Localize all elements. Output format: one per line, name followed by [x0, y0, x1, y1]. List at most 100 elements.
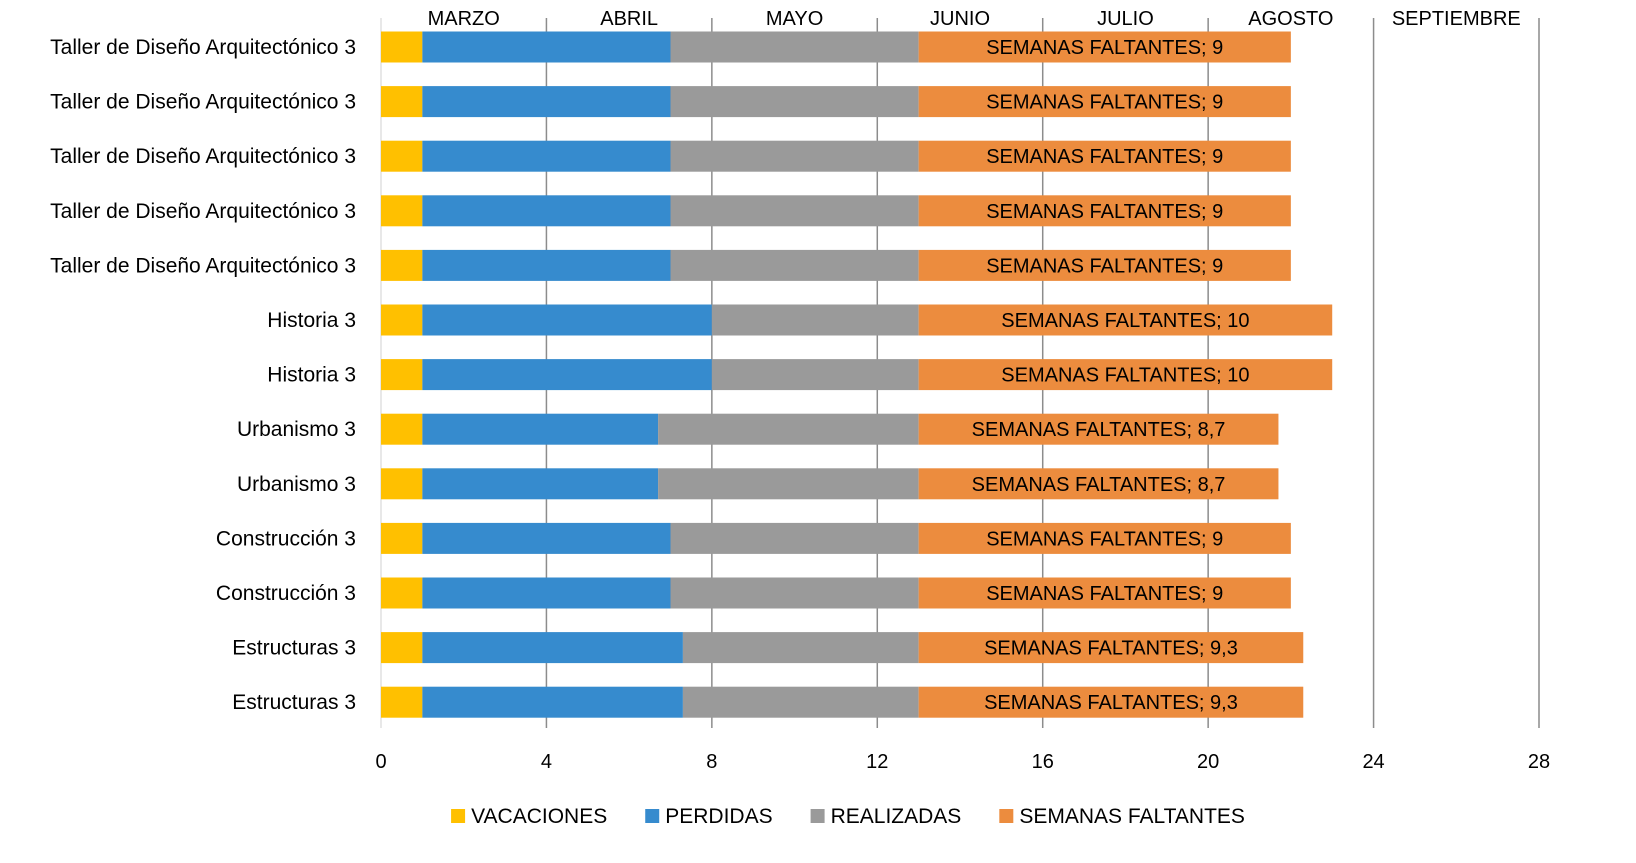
bar-semanas-faltantes-row-2: [918, 140, 1291, 172]
bar-perdidas-row-3: [422, 195, 671, 227]
data-label-row-12: SEMANAS FALTANTES; 9,3: [984, 692, 1238, 714]
data-label-row-1: SEMANAS FALTANTES; 9: [986, 92, 1223, 114]
bar-realizadas-row-6: [711, 359, 919, 391]
bar-vacaciones-row-11: [381, 632, 423, 664]
bar-vacaciones-row-7: [381, 413, 423, 445]
category-label-row-4: Taller de Diseño Arquitectónico 3: [50, 254, 356, 277]
bar-semanas-faltantes-row-0: [918, 31, 1291, 63]
bar-realizadas-row-0: [670, 31, 919, 63]
category-label-row-11: Estructuras 3: [232, 637, 356, 660]
data-label-row-4: SEMANAS FALTANTES; 9: [986, 255, 1223, 277]
category-label-row-2: Taller de Diseño Arquitectónico 3: [50, 145, 356, 168]
bar-vacaciones-row-1: [381, 86, 423, 118]
month-label-mayo: MAYO: [766, 8, 823, 30]
bar-semanas-faltantes-row-12: [918, 686, 1304, 718]
legend-label-semanas-faltantes: SEMANAS FALTANTES: [1019, 805, 1245, 828]
month-label-septiembre: SEPTIEMBRE: [1392, 8, 1521, 30]
bar-realizadas-row-12: [682, 686, 919, 718]
month-labels: MARZO ABRIL MAYO JUNIO JULIO AGOSTO SEPTIEMBRE: [428, 8, 1521, 30]
data-label-row-11: SEMANAS FALTANTES; 9,3: [984, 638, 1238, 660]
month-label-marzo: MARZO: [428, 8, 500, 30]
bar-perdidas-row-6: [422, 359, 712, 391]
month-label-abril: ABRIL: [600, 8, 658, 30]
bar-semanas-faltantes-row-10: [918, 577, 1291, 609]
legend-swatch-vacaciones: [451, 809, 466, 823]
bar-perdidas-row-2: [422, 140, 671, 172]
month-label-agosto: AGOSTO: [1248, 8, 1333, 30]
month-label-julio: JULIO: [1097, 8, 1154, 30]
bar-semanas-faltantes-row-1: [918, 86, 1291, 118]
category-label-row-7: Urbanismo 3: [237, 418, 356, 441]
bar-perdidas-row-12: [422, 686, 683, 718]
category-label-row-0: Taller de Diseño Arquitectónico 3: [50, 36, 356, 59]
legend-swatch-realizadas: [810, 809, 825, 823]
legend-label-vacaciones: VACACIONES: [471, 805, 607, 828]
bar-semanas-faltantes-row-3: [918, 195, 1291, 227]
bar-perdidas-row-10: [422, 577, 671, 609]
category-label-row-5: Historia 3: [267, 309, 356, 332]
category-label-row-1: Taller de Diseño Arquitectónico 3: [50, 91, 356, 114]
bar-realizadas-row-3: [670, 195, 919, 227]
legend: VACACIONES PERDIDAS REALIZADAS SEMANAS FALT…: [451, 805, 1245, 828]
bar-realizadas-row-4: [670, 249, 919, 281]
x-tick-label-0: 0: [375, 751, 386, 773]
bar-semanas-faltantes-row-8: [918, 468, 1279, 500]
bar-perdidas-row-1: [422, 86, 671, 118]
data-label-row-10: SEMANAS FALTANTES; 9: [986, 583, 1223, 605]
data-labels: SEMANAS FALTANTES; 9 SEMANAS FALTANTES; 9…: [972, 37, 1250, 714]
x-tick-label-8: 8: [706, 751, 717, 773]
data-label-row-2: SEMANAS FALTANTES; 9: [986, 146, 1223, 168]
category-label-row-9: Construcción 3: [216, 527, 356, 550]
bar-vacaciones-row-10: [381, 577, 423, 609]
data-label-row-0: SEMANAS FALTANTES; 9: [986, 37, 1223, 59]
bar-realizadas-row-5: [711, 304, 919, 336]
legend-swatch-perdidas: [645, 809, 660, 823]
x-tick-label-28: 28: [1528, 751, 1550, 773]
bar-vacaciones-row-9: [381, 522, 423, 554]
data-label-row-6: SEMANAS FALTANTES; 10: [1001, 365, 1249, 387]
data-label-row-7: SEMANAS FALTANTES; 8,7: [972, 419, 1226, 441]
bar-realizadas-row-1: [670, 86, 919, 118]
category-label-row-8: Urbanismo 3: [237, 473, 356, 496]
bar-vacaciones-row-6: [381, 359, 423, 391]
category-labels: Taller de Diseño Arquitectónico 3 Taller …: [50, 36, 356, 714]
bar-semanas-faltantes-row-4: [918, 249, 1291, 281]
data-label-row-8: SEMANAS FALTANTES; 8,7: [972, 474, 1226, 496]
bar-semanas-faltantes-row-9: [918, 522, 1291, 554]
bar-realizadas-row-10: [670, 577, 919, 609]
category-label-row-6: Historia 3: [267, 364, 356, 387]
month-label-junio: JUNIO: [930, 8, 990, 30]
bar-perdidas-row-11: [422, 632, 683, 664]
bar-realizadas-row-8: [658, 468, 919, 500]
data-label-row-3: SEMANAS FALTANTES; 9: [986, 201, 1223, 223]
bar-perdidas-row-8: [422, 468, 659, 500]
bar-perdidas-row-9: [422, 522, 671, 554]
data-label-row-9: SEMANAS FALTANTES; 9: [986, 528, 1223, 550]
data-label-row-5: SEMANAS FALTANTES; 10: [1001, 310, 1249, 332]
x-axis-tick-labels: 0 4 8 12 16 20 24 28: [375, 751, 1550, 773]
bar-perdidas-row-5: [422, 304, 712, 336]
legend-swatch-semanas-faltantes: [999, 809, 1014, 823]
bar-vacaciones-row-8: [381, 468, 423, 500]
bar-vacaciones-row-0: [381, 31, 423, 63]
bar-perdidas-row-4: [422, 249, 671, 281]
bar-realizadas-row-2: [670, 140, 919, 172]
bar-realizadas-row-9: [670, 522, 919, 554]
category-label-row-3: Taller de Diseño Arquitectónico 3: [50, 200, 356, 223]
bar-vacaciones-row-12: [381, 686, 423, 718]
bar-vacaciones-row-5: [381, 304, 423, 336]
bar-realizadas-row-11: [682, 632, 919, 664]
bar-semanas-faltantes-row-6: [918, 359, 1333, 391]
x-tick-label-20: 20: [1197, 751, 1219, 773]
bar-perdidas-row-7: [422, 413, 659, 445]
bar-semanas-faltantes-row-5: [918, 304, 1333, 336]
bar-vacaciones-row-2: [381, 140, 423, 172]
x-tick-label-12: 12: [866, 751, 888, 773]
category-label-row-12: Estructuras 3: [232, 691, 356, 714]
bars: [381, 31, 1333, 718]
x-tick-label-24: 24: [1362, 751, 1384, 773]
bar-realizadas-row-7: [658, 413, 919, 445]
legend-label-perdidas: PERDIDAS: [665, 805, 772, 828]
legend-label-realizadas: REALIZADAS: [831, 805, 962, 828]
